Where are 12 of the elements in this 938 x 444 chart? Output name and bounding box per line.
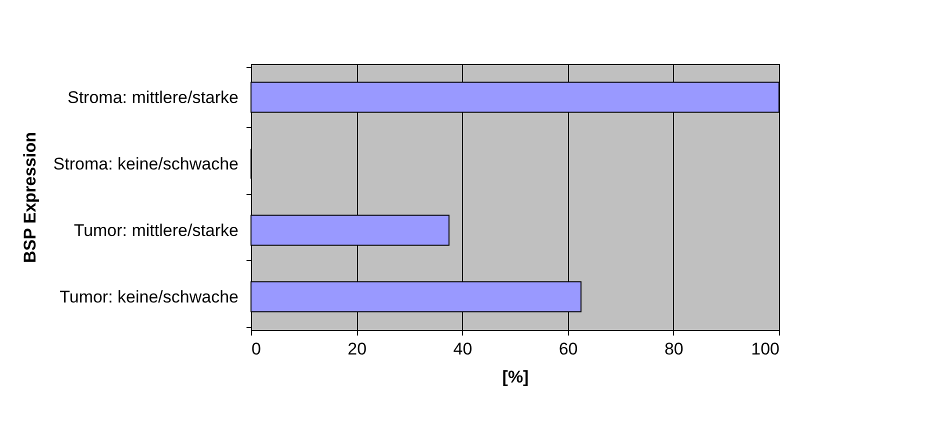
y-tick-label: Tumor: mittlere/starke	[74, 220, 238, 240]
x-tick-label: 60	[558, 340, 578, 358]
x-axis-title: [%]	[502, 368, 529, 386]
y-tick-label: Tumor: keine/schwache	[60, 287, 238, 306]
x-tick-label: 0	[252, 340, 261, 358]
x-tick-label: 20	[348, 340, 367, 358]
x-tick-label: 100	[751, 340, 780, 358]
y-axis-title: BSP Expression	[20, 132, 40, 264]
x-tick-label: 40	[453, 340, 472, 358]
y-tick-label: Stroma: mittlere/starke	[68, 88, 238, 107]
y-tick-label: Stroma: keine/schwache	[53, 154, 238, 174]
x-tick-label: 80	[664, 340, 684, 358]
